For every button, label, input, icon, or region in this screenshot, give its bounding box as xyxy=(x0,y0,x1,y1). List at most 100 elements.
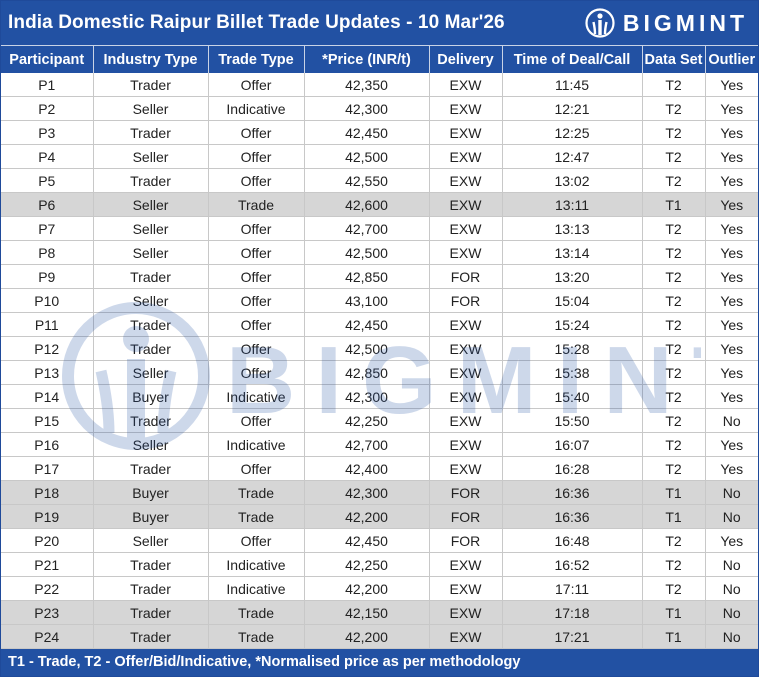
table-cell: 15:28 xyxy=(502,336,643,361)
table-cell: 42,850 xyxy=(304,360,430,385)
table-cell: Trader xyxy=(93,168,209,193)
table-cell: EXW xyxy=(429,552,503,577)
table-cell: Yes xyxy=(705,192,758,217)
table-row: P8 Seller Offer 42,500 EXW 13:14 T2 Yes xyxy=(1,240,758,265)
table-cell: P13 xyxy=(1,360,94,385)
table-row: P11 Trader Offer 42,450 EXW 15:24 T2 Yes xyxy=(1,312,758,337)
table-row: P19 Buyer Trade 42,200 FOR 16:36 T1 No xyxy=(1,504,758,529)
table-cell: 11:45 xyxy=(502,73,643,97)
table-cell: Indicative xyxy=(208,96,305,121)
table-cell: T2 xyxy=(642,384,706,409)
table-cell: T2 xyxy=(642,432,706,457)
table-cell: EXW xyxy=(429,576,503,601)
table-cell: T1 xyxy=(642,600,706,625)
table-cell: 15:04 xyxy=(502,288,643,313)
table-cell: FOR xyxy=(429,480,503,505)
trade-table: Participant Industry Type Trade Type *Price… xyxy=(1,45,758,649)
table-cell: Yes xyxy=(705,288,758,313)
table-cell: 15:40 xyxy=(502,384,643,409)
table-cell: Indicative xyxy=(208,384,305,409)
table-cell: 17:18 xyxy=(502,600,643,625)
table-cell: Trade xyxy=(208,192,305,217)
table-cell: 13:11 xyxy=(502,192,643,217)
table-cell: 42,700 xyxy=(304,432,430,457)
table-row: P4 Seller Offer 42,500 EXW 12:47 T2 Yes xyxy=(1,144,758,169)
table-row: P3 Trader Offer 42,450 EXW 12:25 T2 Yes xyxy=(1,120,758,145)
table-cell: 42,150 xyxy=(304,600,430,625)
table-cell: T2 xyxy=(642,240,706,265)
table-cell: T2 xyxy=(642,264,706,289)
table-cell: Buyer xyxy=(93,480,209,505)
table-cell: P2 xyxy=(1,96,94,121)
table-cell: No xyxy=(705,600,758,625)
table-row: P13 Seller Offer 42,850 EXW 15:38 T2 Yes xyxy=(1,360,758,385)
table-cell: P9 xyxy=(1,264,94,289)
column-header: Delivery xyxy=(429,45,503,73)
table-cell: No xyxy=(705,624,758,649)
table-cell: Offer xyxy=(208,336,305,361)
table-cell: P3 xyxy=(1,120,94,145)
table-cell: Offer xyxy=(208,240,305,265)
table-cell: 42,450 xyxy=(304,528,430,553)
table-cell: 12:25 xyxy=(502,120,643,145)
table-cell: P16 xyxy=(1,432,94,457)
table-cell: 17:21 xyxy=(502,624,643,649)
table-cell: T2 xyxy=(642,360,706,385)
table-cell: Trade xyxy=(208,624,305,649)
table-cell: No xyxy=(705,576,758,601)
table-cell: Offer xyxy=(208,528,305,553)
table-cell: Trade xyxy=(208,480,305,505)
table-cell: 16:28 xyxy=(502,456,643,481)
table-row: P21 Trader Indicative 42,250 EXW 16:52 T2 No xyxy=(1,552,758,577)
table-cell: FOR xyxy=(429,264,503,289)
table-cell: Seller xyxy=(93,96,209,121)
table-cell: T2 xyxy=(642,456,706,481)
table-cell: 16:48 xyxy=(502,528,643,553)
table-cell: T1 xyxy=(642,192,706,217)
table-row: P9 Trader Offer 42,850 FOR 13:20 T2 Yes xyxy=(1,264,758,289)
table-cell: 42,250 xyxy=(304,408,430,433)
table-cell: 42,200 xyxy=(304,624,430,649)
table-cell: 42,550 xyxy=(304,168,430,193)
table-cell: Yes xyxy=(705,336,758,361)
table-cell: EXW xyxy=(429,408,503,433)
table-cell: Trader xyxy=(93,73,209,97)
table-cell: Offer xyxy=(208,288,305,313)
table-cell: T2 xyxy=(642,552,706,577)
table-cell: 42,450 xyxy=(304,120,430,145)
table-cell: P23 xyxy=(1,600,94,625)
table-cell: T2 xyxy=(642,576,706,601)
table-cell: Offer xyxy=(208,360,305,385)
table-cell: Trader xyxy=(93,264,209,289)
column-header: Outlier xyxy=(705,45,758,73)
column-header: Data Set xyxy=(642,45,706,73)
table-cell: 13:13 xyxy=(502,216,643,241)
table-cell: Yes xyxy=(705,96,758,121)
table-cell: P15 xyxy=(1,408,94,433)
table-row: P1 Trader Offer 42,350 EXW 11:45 T2 Yes xyxy=(1,73,758,97)
table-cell: P19 xyxy=(1,504,94,529)
table-cell: 42,850 xyxy=(304,264,430,289)
table-cell: 42,300 xyxy=(304,480,430,505)
page-title: India Domestic Raipur Billet Trade Updat… xyxy=(8,12,505,33)
table-row: P2 Seller Indicative 42,300 EXW 12:21 T2 Yes xyxy=(1,96,758,121)
table-cell: FOR xyxy=(429,288,503,313)
table-cell: T2 xyxy=(642,408,706,433)
table-cell: 13:20 xyxy=(502,264,643,289)
table-cell: Indicative xyxy=(208,576,305,601)
table-cell: Indicative xyxy=(208,432,305,457)
table-cell: 43,100 xyxy=(304,288,430,313)
table-cell: Seller xyxy=(93,144,209,169)
table-cell: Buyer xyxy=(93,384,209,409)
table-cell: EXW xyxy=(429,432,503,457)
table-cell: P22 xyxy=(1,576,94,601)
table-cell: 15:50 xyxy=(502,408,643,433)
table-cell: P12 xyxy=(1,336,94,361)
table-cell: Seller xyxy=(93,432,209,457)
table-cell: EXW xyxy=(429,336,503,361)
table-cell: EXW xyxy=(429,96,503,121)
table-cell: P24 xyxy=(1,624,94,649)
table-cell: EXW xyxy=(429,120,503,145)
table-cell: Yes xyxy=(705,216,758,241)
